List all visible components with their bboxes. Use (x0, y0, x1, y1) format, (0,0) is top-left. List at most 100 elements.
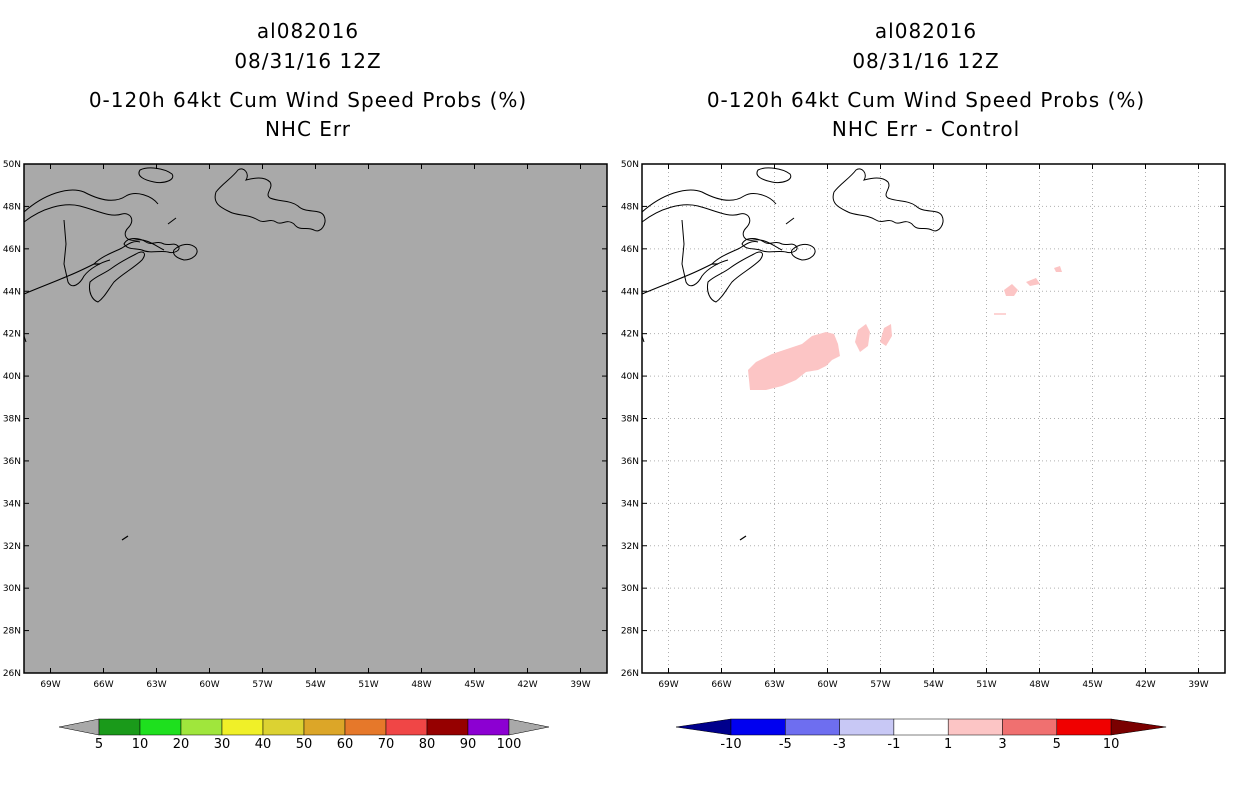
right-panel-title: al082016 08/31/16 12Z (626, 16, 1226, 76)
right-lon-label: 51W (976, 680, 996, 690)
right-lat-label: 42N (621, 330, 639, 340)
shaded-region-main-band (748, 332, 840, 390)
left-lat-label: 50N (3, 160, 21, 170)
right-colorbar: -10 -5 -3 -1 1 3 5 10 (675, 718, 1167, 752)
right-colorbar-segment (1002, 718, 1058, 736)
right-lat-label: 46N (621, 245, 639, 255)
right-colorbar-label: 1 (944, 737, 952, 752)
right-lat-label: 38N (621, 415, 639, 425)
right-lat-label: 44N (621, 287, 639, 297)
right-colorbar-label: -5 (779, 737, 792, 752)
left-lon-label: 54W (305, 680, 325, 690)
left-colorbar-segment (344, 718, 387, 736)
right-gridlines (642, 164, 1225, 673)
right-colorbar-high-triangle (1110, 718, 1167, 736)
right-colorbar-label: 3 (998, 737, 1006, 752)
right-lat-label: 40N (621, 372, 639, 382)
left-colorbar-segment (180, 718, 223, 736)
right-colorbar-label: 10 (1103, 737, 1120, 752)
left-lon-label: 69W (40, 680, 60, 690)
left-lat-labels: 50N 48N 46N 44N 42N 40N 38N 36N 34N 32N 30N 28N 26N (3, 160, 607, 679)
left-lon-label: 45W (464, 680, 484, 690)
left-lon-label: 57W (252, 680, 272, 690)
left-colorbar-label: 40 (255, 737, 272, 752)
left-colorbar-segment (98, 718, 141, 736)
right-colorbar-segment (730, 718, 786, 736)
right-lat-label: 48N (621, 202, 639, 212)
right-shaded-regions (748, 266, 1062, 390)
left-colorbar-label: 90 (460, 737, 477, 752)
right-lon-label: 57W (870, 680, 890, 690)
right-lat-label: 32N (621, 542, 639, 552)
left-lon-label: 66W (93, 680, 113, 690)
right-lon-label: 66W (711, 680, 731, 690)
right-lon-label: 42W (1135, 680, 1155, 690)
left-lon-label: 51W (358, 680, 378, 690)
right-lat-label: 28N (621, 627, 639, 637)
left-lat-label: 36N (3, 457, 21, 467)
right-lon-label: 39W (1188, 680, 1208, 690)
right-lon-label: 45W (1082, 680, 1102, 690)
left-lon-label: 42W (517, 680, 537, 690)
right-lat-label: 26N (621, 669, 639, 679)
right-colorbar-segment (947, 718, 1003, 736)
left-lat-label: 26N (3, 669, 21, 679)
right-colorbar-label: -10 (720, 737, 741, 752)
right-subtitle-product: 0-120h 64kt Cum Wind Speed Probs (%) (706, 88, 1146, 112)
left-colorbar-label: 50 (296, 737, 313, 752)
left-panel-title: al082016 08/31/16 12Z (8, 16, 608, 76)
left-lat-label: 42N (3, 330, 21, 340)
right-lon-label: 63W (764, 680, 784, 690)
right-lon-label: 60W (817, 680, 837, 690)
left-colorbar-segment (221, 718, 264, 736)
right-colorbar-segment (893, 718, 949, 736)
left-lat-label: 46N (3, 245, 21, 255)
left-subtitle-experiment: NHC Err (264, 117, 352, 141)
left-lat-label: 34N (3, 499, 21, 509)
right-lon-label: 54W (923, 680, 943, 690)
left-lon-label: 63W (146, 680, 166, 690)
right-storm-id: al082016 (874, 19, 978, 43)
right-colorbar-label: -3 (833, 737, 846, 752)
left-lat-label: 38N (3, 415, 21, 425)
right-datetime: 08/31/16 12Z (852, 49, 1000, 73)
left-map: 50N48N46N44N42N40N38N36N34N32N30N28N26N … (3, 160, 608, 690)
right-lon-labels: 69W 66W 63W 60W 57W 54W 51W 48W 45W 42W 39W (658, 164, 1209, 690)
right-map: 50N48N46N44N42N40N38N36N34N32N30N28N26N … (621, 160, 1226, 690)
shaded-region-east-small (880, 324, 892, 346)
left-colorbar-segment (262, 718, 305, 736)
shaded-region-ne-1 (1004, 284, 1018, 296)
left-colorbar-low-triangle (58, 718, 100, 736)
left-colorbar-label: 70 (378, 737, 395, 752)
right-lat-label: 34N (621, 499, 639, 509)
right-colorbar-segment (1056, 718, 1112, 736)
right-colorbar-low-triangle (675, 718, 732, 736)
left-colorbar-segment (385, 718, 428, 736)
left-lon-label: 39W (570, 680, 590, 690)
left-colorbar-label: 20 (173, 737, 190, 752)
right-colorbar-label: -1 (887, 737, 900, 752)
left-lon-labels: 69W 66W 63W 60W 57W 54W 51W 48W 45W 42W 39W (40, 164, 591, 690)
right-colorbar-segment (839, 718, 895, 736)
left-colorbar-high-triangle (508, 718, 550, 736)
right-colorbar-label: 5 (1053, 737, 1061, 752)
shaded-region-ne-2 (1026, 278, 1040, 286)
right-subtitle-experiment: NHC Err - Control (831, 117, 1021, 141)
left-colorbar-label: 30 (214, 737, 231, 752)
left-lat-label: 48N (3, 202, 21, 212)
left-lat-label: 44N (3, 287, 21, 297)
right-lat-labels: 50N 48N 46N 44N 42N 40N 38N 36N 34N 32N 30N 28N 26N (621, 160, 1225, 679)
left-colorbar-label: 5 (95, 737, 103, 752)
right-lon-label: 48W (1029, 680, 1049, 690)
shaded-region-east-blob (855, 324, 870, 352)
left-colorbar-label: 80 (419, 737, 436, 752)
left-colorbar-label: 10 (132, 737, 149, 752)
right-colorbar-segment (785, 718, 840, 736)
left-lon-label: 60W (199, 680, 219, 690)
left-colorbar-segment (303, 718, 346, 736)
left-lat-label: 30N (3, 584, 21, 594)
left-colorbar-segment (139, 718, 182, 736)
left-colorbar-label: 100 (497, 737, 522, 752)
left-storm-id: al082016 (256, 19, 360, 43)
